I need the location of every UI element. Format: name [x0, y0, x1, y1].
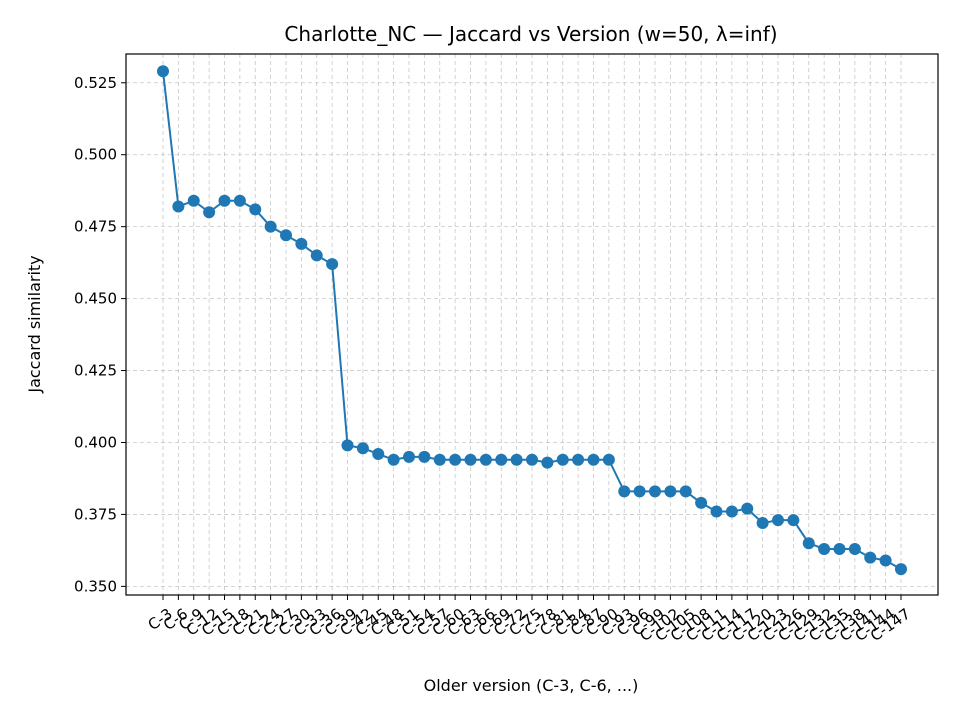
data-point — [310, 249, 323, 262]
data-point — [541, 456, 554, 469]
data-point — [618, 485, 631, 498]
x-axis: C-3C-6C-9C-12C-15C-18C-21C-24C-27C-30C-3… — [145, 595, 914, 645]
data-point — [864, 551, 877, 564]
data-point — [649, 485, 661, 498]
data-point — [695, 496, 708, 509]
data-point — [710, 505, 723, 518]
data-point — [572, 453, 585, 466]
data-point — [818, 542, 831, 555]
grid — [126, 54, 938, 595]
data-point — [264, 220, 277, 233]
data-point — [679, 485, 692, 498]
data-point — [741, 502, 754, 515]
data-point — [633, 485, 646, 498]
data-point — [387, 453, 400, 466]
data-point — [449, 453, 462, 466]
data-point — [556, 453, 569, 466]
y-tick-label: 0.475 — [74, 218, 117, 236]
data-point — [326, 258, 339, 271]
data-point — [510, 453, 523, 466]
data-point — [249, 203, 262, 216]
data-point — [172, 200, 185, 213]
data-point — [403, 450, 415, 463]
y-tick-label: 0.425 — [74, 362, 117, 380]
data-point — [233, 194, 246, 207]
data-point — [879, 554, 892, 567]
data-point — [802, 537, 815, 550]
data-point — [218, 194, 231, 207]
data-point — [495, 453, 508, 466]
data-point — [787, 514, 800, 527]
data-point — [157, 65, 169, 78]
data-point — [356, 442, 369, 455]
data-point — [664, 485, 677, 498]
y-tick-label: 0.500 — [74, 146, 117, 164]
data-point — [418, 450, 431, 463]
y-tick-label: 0.350 — [74, 577, 117, 595]
data-point — [895, 563, 907, 576]
data-point — [433, 453, 446, 466]
data-point — [587, 453, 600, 466]
y-tick-label: 0.375 — [74, 505, 117, 523]
data-point — [203, 206, 216, 219]
data-point — [341, 439, 354, 452]
data-point — [526, 453, 538, 466]
y-axis: 0.350 0.375 0.400 0.425 0.450 0.475 0.500 0.525 — [74, 74, 126, 595]
x-axis-label: Older version (C-3, C-6, ...) — [424, 676, 639, 695]
chart-title: Charlotte_NC — Jaccard vs Version (w=50,… — [284, 22, 777, 46]
data-point — [725, 505, 738, 518]
data-points — [157, 65, 907, 576]
data-point — [602, 453, 615, 466]
data-point — [479, 453, 492, 466]
y-tick-label: 0.450 — [74, 290, 117, 308]
data-point — [848, 542, 861, 555]
data-point — [295, 237, 308, 250]
data-point — [756, 517, 769, 530]
data-point — [772, 514, 784, 527]
data-point — [187, 194, 200, 207]
data-point — [372, 447, 385, 460]
data-point — [833, 542, 846, 555]
data-point — [280, 229, 292, 242]
y-axis-label: Jaccard similarity — [25, 255, 44, 393]
data-point — [464, 453, 477, 466]
y-tick-label: 0.525 — [74, 74, 117, 92]
y-tick-label: 0.400 — [74, 433, 117, 451]
